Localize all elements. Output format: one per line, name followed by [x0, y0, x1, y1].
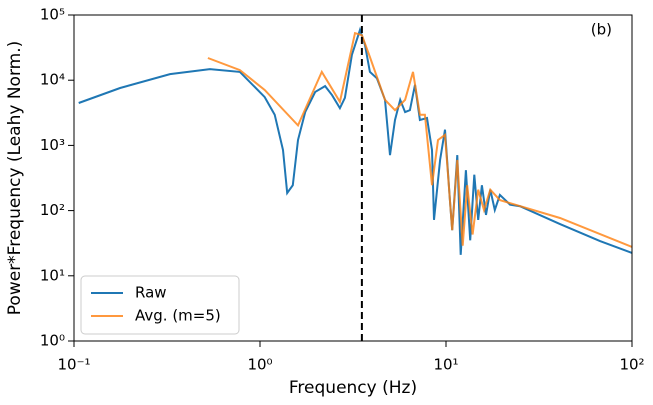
y-tick-label: 10⁵ — [40, 6, 65, 24]
y-tick-label: 10¹ — [40, 266, 65, 284]
x-tick-label: 10¹ — [433, 356, 458, 374]
legend-box — [80, 275, 240, 335]
y-axis-label: Power*Frequency (Leahy Norm.) — [5, 41, 25, 315]
annotation: (b) — [591, 21, 612, 39]
legend-label: Avg. (m=5) — [135, 307, 221, 325]
plot-frame — [73, 14, 633, 342]
series-line — [207, 31, 632, 248]
x-tick-label: 10² — [619, 356, 644, 374]
x-tick-label: 10⁻¹ — [57, 356, 90, 374]
y-tick-label: 10⁴ — [40, 71, 65, 89]
legend: Raw Avg. (m=5) — [80, 275, 240, 335]
series-line — [78, 26, 632, 255]
y-tick-label: 10³ — [40, 136, 65, 154]
y-tick-label: 10⁰ — [40, 332, 65, 350]
x-axis-label: Frequency (Hz) — [289, 378, 417, 398]
legend-label: Raw — [135, 284, 167, 302]
y-tick-label: 10² — [40, 201, 65, 219]
x-tick-label: 10⁰ — [247, 356, 272, 374]
